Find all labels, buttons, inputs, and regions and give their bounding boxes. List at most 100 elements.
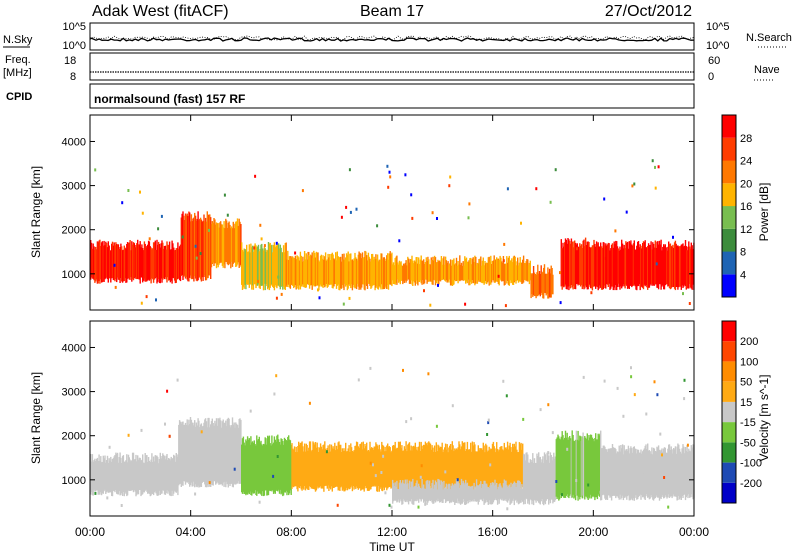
scatter-cell — [428, 441, 430, 490]
scatter-cell — [497, 486, 500, 500]
sky-right-bottom-tick: 10^0 — [706, 40, 730, 52]
scatter-cell — [678, 246, 681, 287]
scatter-cell — [655, 247, 657, 285]
scatter-cell — [399, 262, 401, 285]
scatter-cell — [241, 438, 244, 494]
colorbar-segment — [722, 361, 736, 382]
scatter-cell — [192, 422, 194, 487]
scatter-cell — [443, 449, 445, 487]
scatter-cell — [180, 217, 182, 276]
scatter-cell — [453, 485, 455, 503]
scatter-cell — [262, 443, 265, 497]
scatter-cell — [648, 450, 651, 500]
scatter-cell — [433, 451, 435, 490]
scatter-cell — [616, 451, 619, 497]
scatter-cell — [618, 445, 620, 500]
scatter-cell — [404, 448, 406, 488]
scatter-cell — [299, 251, 302, 290]
scatter-cell — [370, 448, 372, 490]
scatter-cell — [459, 449, 462, 488]
scatter-cell — [329, 254, 331, 286]
scatter-cell — [569, 438, 572, 495]
scatter-cell — [361, 258, 363, 288]
scatter-cell — [508, 484, 510, 499]
scatter-cell — [196, 218, 198, 282]
scatter-cell — [487, 257, 489, 282]
scatter-cell — [90, 242, 93, 278]
scatter-cell — [321, 449, 323, 489]
scatter-cell — [253, 440, 255, 494]
scatter-cell — [546, 452, 548, 500]
scatter-cell — [301, 261, 303, 287]
scatter-cell — [602, 445, 604, 495]
scatter-cell — [168, 241, 171, 281]
scatter-cell — [471, 258, 474, 280]
scatter-cell — [115, 242, 117, 280]
scatter-cell — [531, 461, 533, 505]
scatter-cell — [223, 221, 225, 265]
scatter-cell — [501, 262, 504, 281]
scatter-cell — [480, 256, 482, 283]
scatter-speckle — [486, 433, 489, 436]
scatter-cell — [127, 454, 130, 491]
scatter-speckle — [299, 450, 301, 454]
scatter-cell — [150, 459, 152, 496]
scatter-cell — [568, 437, 570, 499]
scatter-speckle — [172, 481, 175, 485]
scatter-cell — [140, 247, 142, 278]
scatter-cell — [112, 458, 115, 491]
scatter-cell — [629, 448, 631, 501]
scatter-cell — [330, 253, 333, 285]
scatter-cell — [509, 442, 511, 488]
scatter-cell — [263, 246, 266, 284]
scatter-cell — [160, 243, 162, 279]
scatter-cell — [203, 422, 205, 482]
scatter-cell — [652, 242, 654, 286]
scatter-cell — [256, 247, 258, 286]
scatter-cell — [313, 442, 315, 490]
scatter-speckle — [249, 409, 252, 413]
scatter-cell — [392, 262, 395, 284]
scatter-cell — [350, 443, 352, 488]
scatter-speckle — [208, 228, 210, 232]
scatter-cell — [418, 486, 421, 499]
scatter-cell — [647, 245, 649, 290]
scatter-cell — [627, 445, 630, 496]
x-tick-label: 04:00 — [176, 525, 206, 539]
scatter-speckle — [166, 389, 169, 393]
scatter-cell — [506, 486, 509, 503]
scatter-speckle — [468, 202, 471, 206]
scatter-cell — [93, 460, 95, 490]
scatter-cell — [591, 437, 594, 497]
scatter-cell — [413, 487, 415, 505]
scatter-cell — [598, 435, 600, 496]
scatter-cell — [543, 463, 545, 506]
scatter-cell — [521, 449, 523, 490]
scatter-speckle — [176, 378, 179, 382]
scatter-cell — [547, 267, 549, 299]
scatter-cell — [107, 463, 109, 493]
scatter-cell — [397, 262, 399, 280]
scatter-speckle — [254, 174, 257, 178]
scatter-cell — [473, 261, 475, 284]
scatter-cell — [391, 252, 393, 287]
scatter-cell — [327, 445, 329, 486]
scatter-cell — [644, 240, 646, 287]
scatter-speckle — [625, 210, 628, 214]
scatter-cell — [172, 458, 174, 496]
scatter-cell — [517, 452, 519, 491]
scatter-cell — [583, 239, 585, 290]
scatter-cell — [212, 222, 214, 263]
scatter-cell — [507, 257, 510, 285]
scatter-cell — [678, 444, 680, 496]
scatter-cell — [163, 454, 165, 491]
scatter-cell — [497, 451, 500, 491]
scatter-cell — [249, 444, 251, 492]
scatter-cell — [137, 459, 140, 495]
scatter-speckle — [528, 484, 531, 488]
scatter-cell — [628, 241, 630, 289]
scatter-cell — [499, 255, 501, 280]
scatter-cell — [245, 250, 247, 290]
scatter-speckle — [307, 251, 310, 255]
scatter-cell — [674, 240, 677, 291]
